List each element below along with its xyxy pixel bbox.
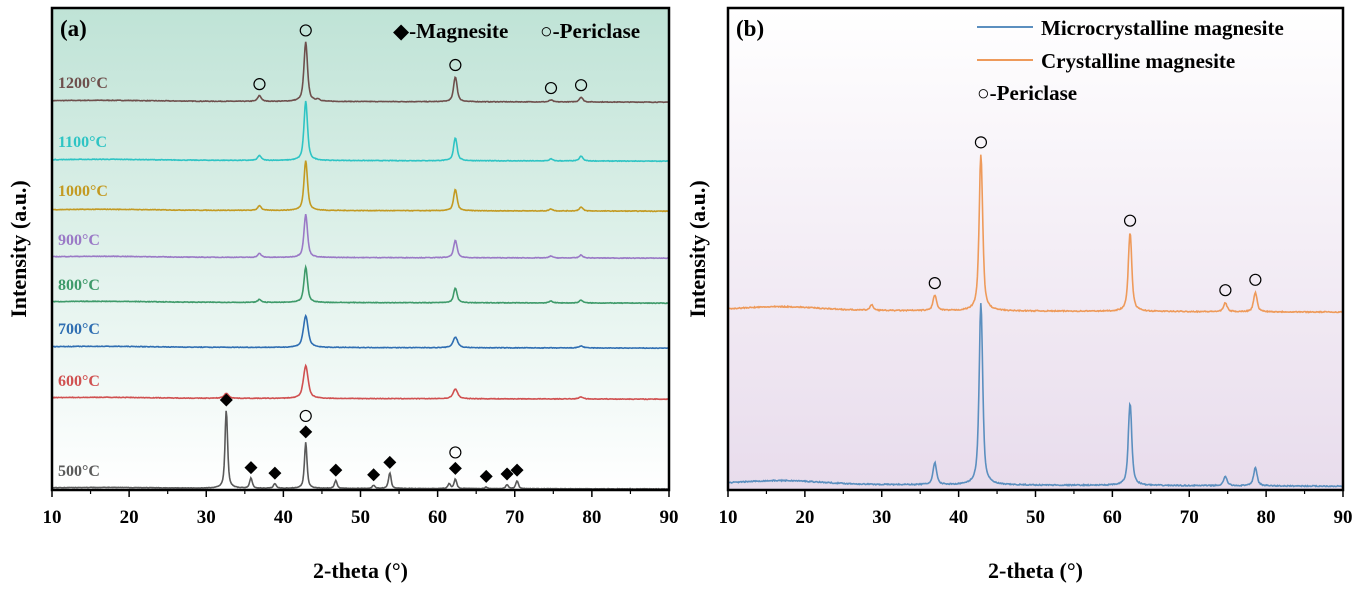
legend-magnesite: ◆-Magnesite	[393, 19, 508, 43]
legend-periclase: ○-Periclase	[540, 19, 640, 43]
periclase-marker	[928, 276, 941, 290]
x-tick-label: 60	[428, 507, 447, 528]
x-axis-ticks-b: 10 20 30 40 50 60 70 80 90	[719, 490, 1353, 528]
magnesite-marker	[500, 467, 514, 481]
magnesite-marker	[219, 393, 233, 407]
trace-600-c	[51, 363, 670, 401]
periclase-marker	[1249, 273, 1262, 286]
panel-a: 1200°C 1100°C 1000°C 900°C 800°C 700°C 600°C 50…	[6, 6, 679, 583]
x-tick-label: 40	[274, 507, 293, 528]
x-tick-label: 70	[1180, 507, 1199, 528]
x-tick-label: 10	[43, 507, 62, 528]
periclase-marker	[449, 58, 462, 72]
legend-b: Microcrystalline magnesite Crystalline m…	[977, 16, 1284, 105]
x-tick-label: 30	[197, 507, 216, 528]
magnesite-marker	[479, 469, 493, 483]
x-axis-title-a: 2-theta (°)	[313, 558, 408, 583]
x-tick-label: 90	[1334, 507, 1353, 528]
x-tick-label: 90	[660, 507, 679, 528]
periclase-marker	[1123, 214, 1137, 227]
x-tick-label: 20	[795, 507, 814, 528]
magnesite-marker	[299, 425, 313, 439]
panel-label-a: (a)	[60, 16, 87, 41]
temperature-labels-a: 1200°C 1100°C 1000°C 900°C 800°C 700°C 600°C 50…	[58, 75, 108, 480]
legend-periclase-b: ○-Periclase	[977, 81, 1077, 105]
trace-1200-c	[51, 41, 670, 104]
legend-a: ◆-Magnesite ○-Periclase	[393, 19, 640, 43]
periclase-marker	[974, 136, 988, 149]
phase-markers-b	[928, 136, 1262, 297]
x-tick-label: 60	[1103, 507, 1122, 528]
trace-700-c	[52, 313, 670, 350]
x-tick-label: 10	[719, 507, 738, 528]
x-axis-ticks-a: 10 20 30 40 50 60 70 80 90	[43, 490, 679, 528]
phase-markers-a	[219, 24, 588, 483]
x-axis-title-b: 2-theta (°)	[988, 558, 1083, 583]
plot-area-a	[52, 8, 669, 490]
x-tick-label: 30	[872, 507, 891, 528]
traces-b	[727, 154, 1344, 488]
x-tick-label: 80	[1257, 507, 1276, 528]
trace-crystalline-magnesite	[727, 154, 1344, 314]
periclase-marker	[574, 79, 588, 92]
traces-a	[51, 41, 670, 490]
x-tick-label: 20	[120, 507, 139, 528]
panel-label-b: (b)	[736, 16, 764, 41]
x-tick-label: 70	[505, 507, 524, 528]
magnesite-marker	[268, 466, 282, 480]
legend-microcrystalline: Microcrystalline magnesite	[1041, 16, 1284, 40]
magnesite-marker	[448, 461, 462, 475]
y-axis-title-a: Intensity (a.u.)	[6, 180, 31, 318]
panel-b: 10 20 30 40 50 60 70 80 90 (b) Microcrystalline …	[685, 6, 1353, 583]
legend-crystalline: Crystalline magnesite	[1041, 49, 1235, 73]
trace-1000-c	[51, 160, 670, 213]
periclase-marker	[253, 78, 266, 91]
periclase-marker	[544, 81, 558, 95]
magnesite-marker	[510, 463, 524, 477]
periclase-marker	[1219, 284, 1232, 297]
trace-900-c	[51, 213, 670, 260]
temperature-label: 500°C	[58, 463, 100, 480]
temperature-label: 600°C	[58, 373, 100, 390]
trace-800-c	[52, 263, 670, 305]
periclase-marker	[299, 409, 312, 423]
periclase-marker	[299, 24, 312, 37]
magnesite-marker	[367, 468, 381, 482]
temperature-label: 1100°C	[58, 134, 107, 151]
trace-1100-c	[51, 100, 670, 163]
temperature-label: 1000°C	[58, 183, 108, 200]
magnesite-marker	[383, 455, 397, 469]
temperature-label: 800°C	[58, 277, 100, 294]
magnesite-marker	[329, 463, 343, 477]
plot-area-b	[728, 8, 1343, 490]
temperature-label: 900°C	[58, 232, 100, 249]
x-tick-label: 40	[949, 507, 968, 528]
x-tick-label: 50	[351, 507, 370, 528]
x-tick-label: 80	[582, 507, 601, 528]
magnesite-marker	[244, 461, 258, 475]
temperature-label: 1200°C	[58, 75, 108, 92]
y-axis-title-b: Intensity (a.u.)	[685, 180, 710, 318]
x-tick-label: 50	[1026, 507, 1045, 528]
periclase-marker	[449, 446, 462, 459]
trace-microcrystalline-magnesite	[727, 303, 1344, 488]
temperature-label: 700°C	[58, 321, 100, 338]
